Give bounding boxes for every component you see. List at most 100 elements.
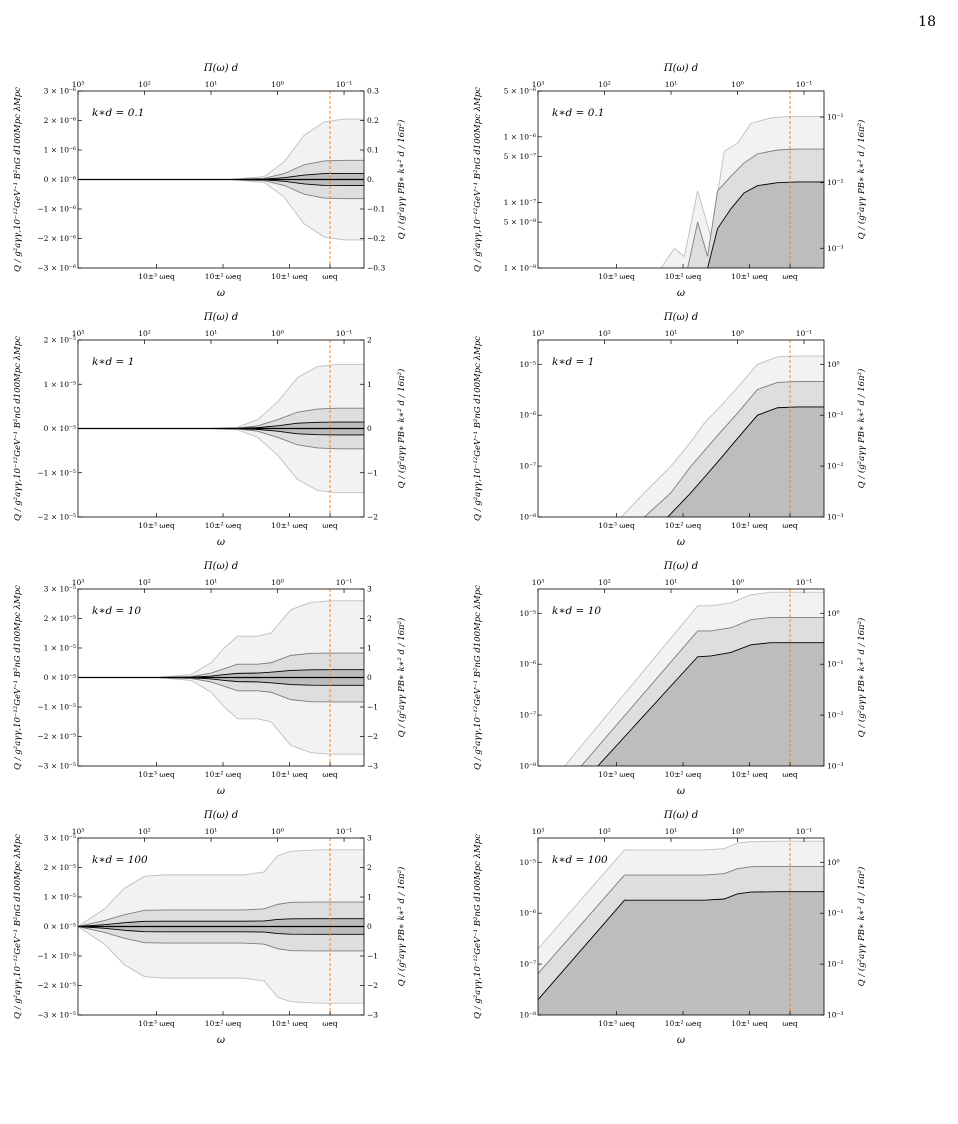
left-tick-label: 0 × 10⁻⁵ — [44, 922, 76, 931]
band-1-upper-curve — [78, 600, 364, 678]
right-tick-label: 2 — [367, 336, 372, 345]
top-tick-label: 10⁰ — [731, 329, 744, 338]
left-y-axis-label: Q / g²aγγ,10⁻¹²GeV⁻¹ B²nG d100Mpc λMpc — [13, 87, 23, 272]
top-tick-label: 10⁰ — [271, 827, 284, 836]
top-tick-label: 10⁻¹ — [796, 80, 813, 89]
left-tick-label: 3 × 10⁻⁶ — [44, 87, 76, 96]
panel-label: k∗d = 100 — [92, 854, 148, 866]
top-tick-label: 10² — [138, 578, 151, 587]
right-tick-label: 10⁰ — [827, 609, 840, 618]
bottom-tick-label: 10±³ ωeq — [138, 1019, 175, 1028]
bottom-tick-label: 10±² ωeq — [205, 272, 242, 281]
right-y-axis-label: Q / (g²aγγ PB∗ k∗² d / 16π²) — [396, 867, 407, 987]
left-tick-label: −1 × 10⁻⁵ — [37, 952, 76, 961]
panel-label: k∗d = 1 — [92, 356, 134, 368]
top-tick-label: 10³ — [532, 80, 545, 89]
left-tick-label: 1 × 10⁻⁵ — [44, 893, 76, 902]
left-tick-label: 10⁻⁸ — [519, 513, 536, 522]
top-tick-label: 10³ — [532, 827, 545, 836]
band-1-upper-curve — [620, 355, 824, 517]
top-tick-label: 10³ — [72, 80, 85, 89]
bottom-axis-title: ω — [217, 537, 225, 548]
left-tick-label: 0 × 10⁻⁵ — [44, 673, 76, 682]
left-tick-label: 5 × 10⁻⁸ — [504, 218, 536, 227]
band-2-upper-curve — [78, 652, 364, 678]
band-3-fill — [597, 642, 824, 766]
top-tick-label: 10⁻¹ — [336, 827, 353, 836]
left-tick-label: 10⁻⁵ — [519, 858, 536, 867]
left-y-axis-label: Q / g²aγγ,10⁻¹²GeV⁻¹ B²nG d100Mpc λMpc — [13, 834, 23, 1019]
panel-p1: 10³ 10² 10¹ 10⁰ 10⁻¹ Π(ω) d 10±³ ωeq 10±² ωeq 10… — [13, 63, 407, 299]
right-tick-label: 10⁻¹ — [827, 909, 844, 918]
right-tick-label: 0.1 — [367, 146, 379, 155]
band-1-upper-curve — [538, 840, 824, 950]
band-2-lower-curve — [78, 926, 364, 952]
bottom-tick-label: 10±¹ ωeq — [271, 272, 308, 281]
top-tick-label: 10⁰ — [731, 827, 744, 836]
right-y-axis-label: Q / (g²aγγ PB∗ k∗² d / 16π²) — [856, 618, 867, 738]
right-tick-label: 0 — [367, 424, 372, 433]
top-tick-label: 10³ — [532, 578, 545, 587]
top-tick-label: 10¹ — [665, 329, 678, 338]
bottom-tick-label: 10±¹ ωeq — [731, 272, 768, 281]
band-2-upper-curve — [687, 148, 824, 268]
right-tick-label: 10⁻³ — [827, 762, 844, 771]
plot-frame — [537, 588, 825, 767]
right-tick-label: 10⁻¹ — [827, 660, 844, 669]
bottom-tick-label: 10±¹ ωeq — [271, 521, 308, 530]
left-tick-label: 1 × 10⁻⁵ — [44, 644, 76, 653]
panel-label: k∗d = 10 — [552, 605, 601, 617]
left-tick-label: 2 × 10⁻⁶ — [44, 116, 76, 125]
left-tick-label: 10⁻⁸ — [519, 1011, 536, 1020]
left-y-axis-label: Q / g²aγγ,10⁻¹²GeV⁻¹ B²nG d100Mpc λMpc — [473, 336, 483, 521]
right-tick-label: 2 — [367, 863, 372, 872]
top-tick-label: 10¹ — [205, 80, 218, 89]
bottom-axis-title: ω — [677, 288, 685, 299]
top-tick-label: 10⁰ — [271, 80, 284, 89]
bottom-tick-label: 10±³ ωeq — [598, 272, 635, 281]
bottom-axis-title: ω — [217, 288, 225, 299]
right-tick-label: 10⁻¹ — [827, 113, 844, 122]
page-number: 18 — [918, 14, 936, 30]
right-tick-label: −2 — [367, 981, 378, 990]
band-2-upper-curve — [580, 616, 824, 766]
left-y-axis-label: Q / g²aγγ,10⁻¹²GeV⁻¹ B²nG d100Mpc λMpc — [473, 585, 483, 770]
right-y-axis-label: Q / (g²aγγ PB∗ k∗² d / 16π²) — [396, 618, 407, 738]
band-2-upper-curve — [538, 865, 824, 974]
bottom-axis-title: ω — [677, 1035, 685, 1046]
left-tick-label: 2 × 10⁻⁵ — [44, 336, 76, 345]
left-tick-label: 5 × 10⁻⁷ — [504, 152, 536, 161]
bottom-tick-label: ωeq — [782, 521, 798, 530]
top-axis-title: Π(ω) d — [203, 810, 238, 821]
top-axis-title: Π(ω) d — [663, 63, 698, 74]
top-tick-label: 10² — [598, 578, 611, 587]
bottom-axis-title: ω — [677, 786, 685, 797]
left-tick-label: 0 × 10⁻⁵ — [44, 424, 76, 433]
bottom-tick-label: 10±³ ωeq — [598, 770, 635, 779]
panel-p8: 10³ 10² 10¹ 10⁰ 10⁻¹ Π(ω) d 10±³ ωeq 10±² ωeq 10… — [473, 810, 867, 1046]
band-3-upper-curve — [78, 918, 364, 927]
left-tick-label: 1 × 10⁻⁷ — [504, 198, 536, 207]
top-tick-label: 10² — [598, 329, 611, 338]
right-tick-label: 1 — [367, 644, 372, 653]
top-tick-label: 10⁻¹ — [796, 578, 813, 587]
right-tick-label: 0 — [367, 673, 372, 682]
band-3-fill — [538, 891, 824, 1015]
right-tick-label: −0.2 — [367, 234, 385, 243]
panel-p7: 10³ 10² 10¹ 10⁰ 10⁻¹Π(ω) d10±³ ωeq 10±² ωeq 10… — [13, 810, 407, 1046]
plot-frame — [537, 90, 825, 269]
top-tick-label: 10⁰ — [731, 80, 744, 89]
bottom-tick-label: 10±¹ ωeq — [731, 521, 768, 530]
top-tick-label: 10² — [598, 80, 611, 89]
right-tick-label: 10⁻¹ — [827, 411, 844, 420]
left-tick-label: −3 × 10⁻⁶ — [37, 264, 76, 273]
bottom-tick-label: 10±¹ ωeq — [731, 770, 768, 779]
top-tick-label: 10¹ — [205, 578, 218, 587]
band-3-upper-curve — [707, 181, 824, 268]
left-tick-label: 1 × 10⁻⁶ — [44, 146, 76, 155]
right-tick-label: 10⁰ — [827, 858, 840, 867]
bottom-tick-label: 10±³ ωeq — [598, 521, 635, 530]
bottom-tick-label: ωeq — [782, 1019, 798, 1028]
top-axis-title: Π(ω) d — [663, 810, 698, 821]
